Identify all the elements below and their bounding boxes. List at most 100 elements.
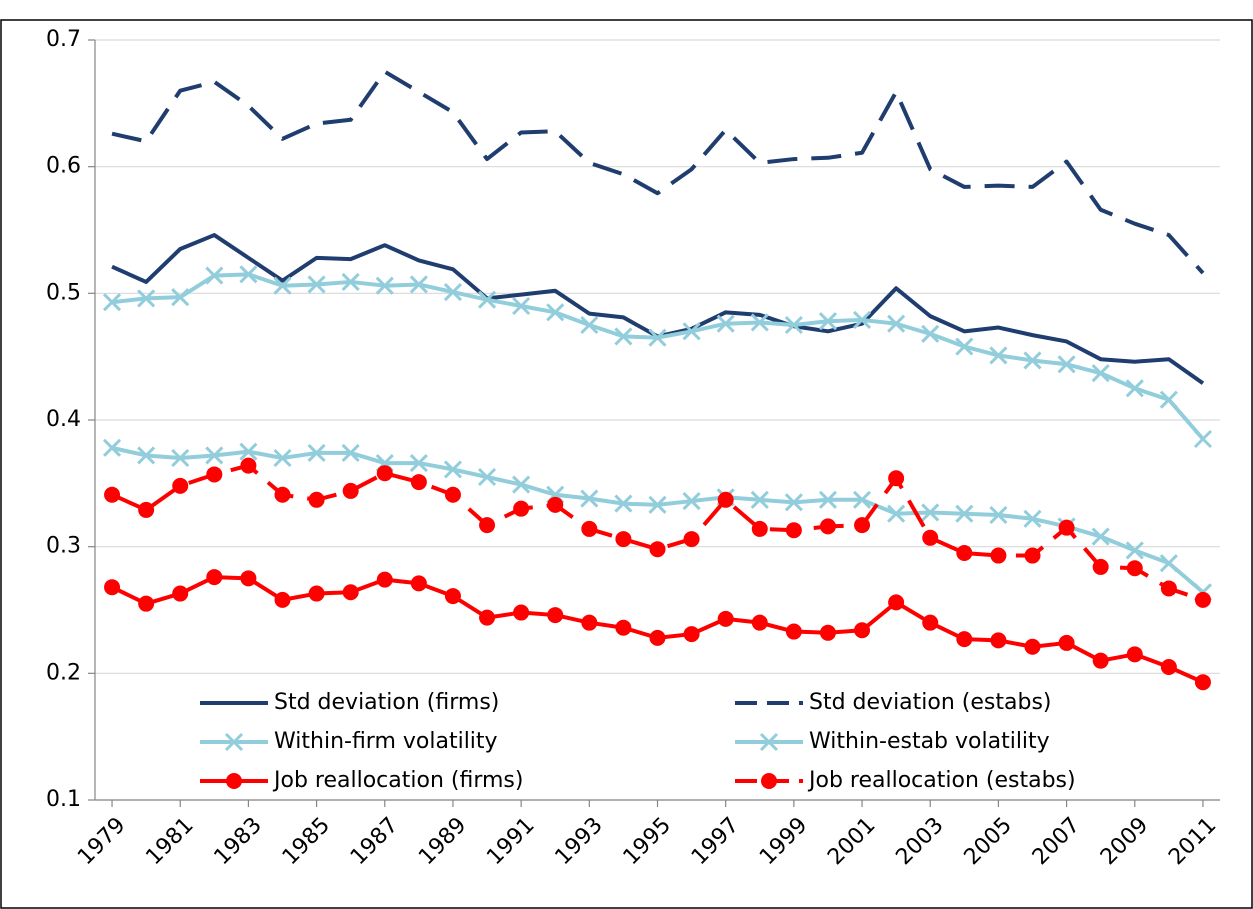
data-point xyxy=(410,474,427,491)
data-point xyxy=(376,465,393,482)
data-point xyxy=(818,312,838,331)
data-point xyxy=(138,501,155,518)
legend-marker xyxy=(761,773,777,789)
data-point xyxy=(1092,558,1109,575)
data-point xyxy=(1024,638,1041,655)
legend-label: Within-firm volatility xyxy=(274,729,498,754)
data-point xyxy=(1160,659,1177,675)
data-point xyxy=(137,289,156,308)
data-point xyxy=(342,482,359,499)
data-point xyxy=(854,517,871,534)
data-point xyxy=(341,272,360,291)
data-point xyxy=(239,442,258,461)
data-point xyxy=(477,467,497,487)
data-point xyxy=(273,276,292,295)
data-point xyxy=(1194,674,1211,691)
data-point xyxy=(989,505,1008,525)
data-point xyxy=(649,629,666,646)
data-point xyxy=(818,490,838,509)
data-point xyxy=(479,517,496,534)
data-point xyxy=(240,457,257,474)
data-point xyxy=(546,303,565,322)
data-point xyxy=(137,446,156,465)
legend-label: Job reallocation (estabs) xyxy=(807,768,1076,793)
data-point xyxy=(716,314,735,333)
data-point xyxy=(1125,541,1144,560)
data-point xyxy=(614,494,633,513)
data-point xyxy=(513,604,530,621)
data-point xyxy=(819,518,836,535)
data-point xyxy=(615,531,632,548)
data-point xyxy=(409,454,428,473)
data-point xyxy=(614,327,633,346)
data-point xyxy=(683,531,700,548)
data-point xyxy=(138,595,155,612)
data-point xyxy=(104,579,121,596)
data-point xyxy=(1159,390,1178,409)
data-point xyxy=(104,486,121,503)
data-point xyxy=(375,276,394,295)
data-point xyxy=(990,632,1007,649)
legend-marker xyxy=(226,773,242,789)
y-tick-label: 0.4 xyxy=(46,407,81,432)
data-point xyxy=(171,448,190,468)
data-point xyxy=(888,470,905,487)
data-point xyxy=(785,522,802,539)
data-point xyxy=(444,588,461,605)
data-point xyxy=(206,466,223,483)
data-point xyxy=(683,626,700,643)
data-point xyxy=(1023,351,1042,370)
data-point xyxy=(784,493,803,512)
data-point xyxy=(1058,634,1075,651)
data-point xyxy=(172,585,189,602)
data-point xyxy=(990,547,1007,564)
data-point xyxy=(852,310,872,329)
data-point xyxy=(172,477,189,494)
data-point xyxy=(477,290,497,309)
data-point xyxy=(1058,519,1075,536)
data-point xyxy=(308,585,325,602)
data-point xyxy=(784,315,803,335)
data-point xyxy=(444,486,461,503)
data-point xyxy=(819,624,836,641)
data-point xyxy=(989,346,1008,365)
data-point xyxy=(956,631,973,648)
data-point xyxy=(751,520,768,537)
data-point xyxy=(922,614,939,631)
data-point xyxy=(443,460,463,479)
data-point xyxy=(205,266,224,285)
data-point xyxy=(512,296,531,316)
data-point xyxy=(751,614,768,631)
y-tick-label: 0.5 xyxy=(46,280,81,305)
series-line xyxy=(111,69,1205,275)
data-point xyxy=(854,622,871,639)
data-point xyxy=(1125,379,1144,398)
data-point xyxy=(205,446,224,465)
data-point xyxy=(410,575,427,592)
data-point xyxy=(1193,429,1213,449)
y-tick-label: 0.6 xyxy=(46,154,81,179)
data-point xyxy=(1126,646,1143,663)
data-point xyxy=(443,283,463,302)
data-point xyxy=(513,500,530,517)
legend-marker xyxy=(224,732,244,752)
data-point xyxy=(955,504,974,523)
data-point xyxy=(102,438,122,457)
data-point xyxy=(717,491,734,508)
data-point xyxy=(888,594,905,611)
data-point xyxy=(409,275,428,294)
data-point xyxy=(307,443,326,462)
data-point xyxy=(274,486,291,503)
data-point xyxy=(648,495,667,514)
data-point xyxy=(1023,509,1042,528)
data-point xyxy=(1160,580,1177,597)
data-point xyxy=(922,529,939,546)
series-line xyxy=(111,463,1204,602)
y-tick-label: 0.1 xyxy=(46,787,81,812)
data-point xyxy=(547,496,564,513)
data-point xyxy=(956,545,973,561)
data-point xyxy=(1159,554,1178,573)
data-point xyxy=(581,520,598,537)
data-point xyxy=(615,619,632,636)
